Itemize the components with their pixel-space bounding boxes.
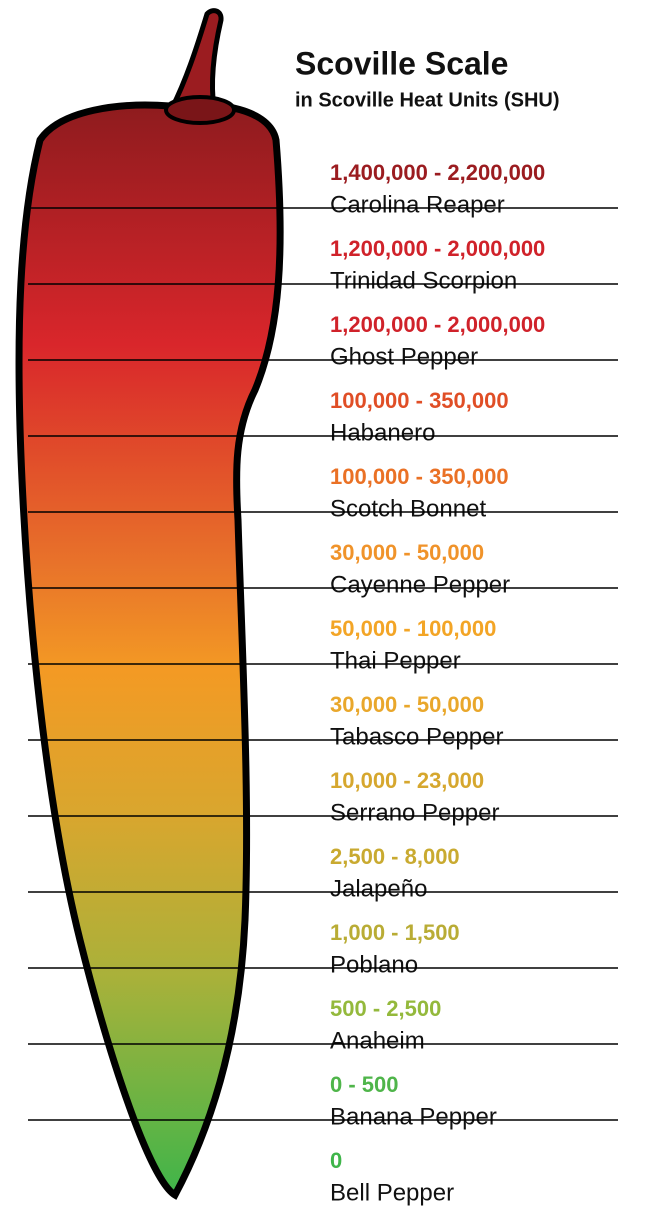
pepper-name: Thai Pepper (330, 647, 461, 674)
pepper-name: Banana Pepper (330, 1103, 497, 1130)
heat-range: 1,200,000 - 2,000,000 (330, 236, 545, 261)
pepper-name: Poblano (330, 951, 418, 978)
heat-range: 100,000 - 350,000 (330, 464, 509, 489)
heat-range: 2,500 - 8,000 (330, 844, 460, 869)
pepper-name: Serrano Pepper (330, 799, 499, 826)
heat-range: 100,000 - 350,000 (330, 388, 509, 413)
pepper-name: Habanero (330, 419, 435, 446)
heat-range: 10,000 - 23,000 (330, 768, 484, 793)
subtitle: in Scoville Heat Units (SHU) (295, 89, 560, 111)
pepper-body (19, 104, 280, 1195)
heat-range: 50,000 - 100,000 (330, 616, 496, 641)
page: 1,400,000 - 2,200,000 Carolina Reaper 1,20… (0, 0, 660, 1214)
pepper-name: Carolina Reaper (330, 191, 505, 218)
pepper-name: Anaheim (330, 1027, 425, 1054)
pepper-name: Scotch Bonnet (330, 495, 486, 522)
pepper-name: Trinidad Scorpion (330, 267, 517, 294)
pepper-name: Jalapeño (330, 875, 427, 902)
pepper-cap (166, 97, 234, 123)
pepper-stem (172, 11, 221, 108)
heat-range: 1,000 - 1,500 (330, 920, 460, 945)
pepper-name: Ghost Pepper (330, 343, 478, 370)
pepper-name: Tabasco Pepper (330, 723, 503, 750)
heat-range: 0 - 500 (330, 1072, 399, 1097)
heat-range: 0 (330, 1148, 342, 1173)
infographic: 1,400,000 - 2,200,000 Carolina Reaper 1,20… (0, 0, 660, 1209)
pepper-name: Bell Pepper (330, 1179, 454, 1206)
title: Scoville Scale (295, 45, 508, 81)
pepper-name: Cayenne Pepper (330, 571, 510, 598)
heat-range: 30,000 - 50,000 (330, 692, 484, 717)
heat-range: 500 - 2,500 (330, 996, 441, 1021)
heat-range: 1,400,000 - 2,200,000 (330, 160, 545, 185)
heat-range: 30,000 - 50,000 (330, 540, 484, 565)
heat-range: 1,200,000 - 2,000,000 (330, 312, 545, 337)
